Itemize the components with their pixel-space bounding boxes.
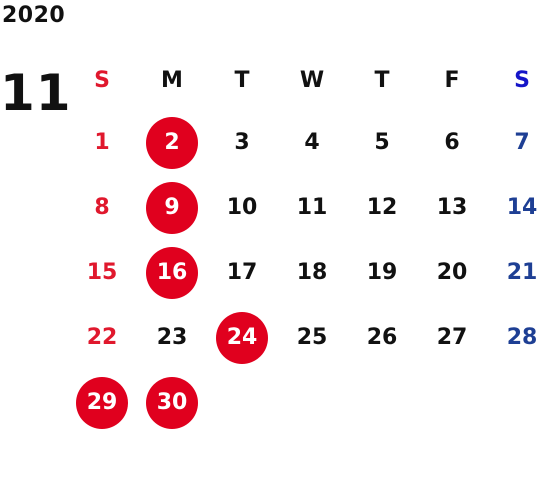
day-number: 9 [146, 181, 198, 234]
calendar-month: 11 [0, 64, 72, 122]
day-number: 13 [436, 195, 468, 220]
day-cell: 25 [277, 305, 347, 370]
week-row: 8 9 10 11 12 13 14 [67, 175, 548, 240]
week-row: 29 30 [67, 370, 548, 435]
day-cell: 15 [67, 240, 137, 305]
day-cell: 19 [347, 240, 417, 305]
day-cell: 22 [67, 305, 137, 370]
day-cell: 11 [277, 175, 347, 240]
day-number: 12 [366, 195, 398, 220]
day-cell: 17 [207, 240, 277, 305]
day-number: 22 [86, 325, 118, 350]
day-cell: 7 [487, 110, 548, 175]
day-number: 30 [146, 376, 198, 429]
day-number: 28 [506, 325, 538, 350]
week-row: 1 2 3 4 5 6 7 [67, 110, 548, 175]
day-cell: 13 [417, 175, 487, 240]
week-row: 15 16 17 18 19 20 21 [67, 240, 548, 305]
day-cell: 8 [67, 175, 137, 240]
day-cell: 3 [207, 110, 277, 175]
day-cell: 14 [487, 175, 548, 240]
day-number: 26 [366, 325, 398, 350]
weekday-saturday: S [514, 67, 530, 93]
day-number: 10 [226, 195, 258, 220]
day-cell: 1 [67, 110, 137, 175]
day-number: 23 [156, 325, 188, 350]
day-number: 11 [296, 195, 328, 220]
day-number: 24 [216, 311, 268, 364]
day-cell: 21 [487, 240, 548, 305]
day-cell: 18 [277, 240, 347, 305]
day-number: 21 [506, 260, 538, 285]
day-number: 14 [506, 195, 538, 220]
calendar-year: 2020 [2, 3, 66, 28]
day-number: 2 [146, 116, 198, 169]
weekday-header-row: S M T W T F S [67, 50, 548, 110]
day-cell: 23 [137, 305, 207, 370]
weekday-monday: M [161, 67, 183, 93]
holiday-day-cell: 30 [137, 370, 207, 435]
day-cell: 5 [347, 110, 417, 175]
day-cell: 20 [417, 240, 487, 305]
day-number: 20 [436, 260, 468, 285]
day-number: 7 [514, 130, 530, 155]
day-cell: 28 [487, 305, 548, 370]
day-cell: 27 [417, 305, 487, 370]
day-cell: 12 [347, 175, 417, 240]
day-number: 17 [226, 260, 258, 285]
weekday-friday: F [444, 67, 460, 93]
day-number: 8 [94, 195, 110, 220]
day-number: 16 [146, 246, 198, 299]
weekday-thursday: T [374, 67, 390, 93]
day-number: 29 [76, 376, 128, 429]
day-cell: 6 [417, 110, 487, 175]
day-number: 25 [296, 325, 328, 350]
day-cell: 4 [277, 110, 347, 175]
day-number: 5 [374, 130, 390, 155]
day-number: 18 [296, 260, 328, 285]
holiday-day-cell: 2 [137, 110, 207, 175]
day-number: 19 [366, 260, 398, 285]
week-row: 22 23 24 25 26 27 28 [67, 305, 548, 370]
day-number: 3 [234, 130, 250, 155]
day-number: 15 [86, 260, 118, 285]
weekday-sunday: S [94, 67, 110, 93]
day-number: 4 [304, 130, 320, 155]
holiday-day-cell: 29 [67, 370, 137, 435]
holiday-day-cell: 24 [207, 305, 277, 370]
day-number: 27 [436, 325, 468, 350]
calendar-grid: S M T W T F S 1 2 3 4 5 6 7 8 9 10 11 12 13 14 15 16 17 1… [67, 50, 548, 435]
day-cell: 26 [347, 305, 417, 370]
holiday-day-cell: 9 [137, 175, 207, 240]
day-number: 6 [444, 130, 460, 155]
weekday-wednesday: W [299, 67, 325, 93]
holiday-day-cell: 16 [137, 240, 207, 305]
weeks-container: 1 2 3 4 5 6 7 8 9 10 11 12 13 14 15 16 17 18 19 20 21 22 23 24 2… [67, 110, 548, 435]
weekday-tuesday: T [234, 67, 250, 93]
day-cell: 10 [207, 175, 277, 240]
day-number: 1 [94, 130, 110, 155]
